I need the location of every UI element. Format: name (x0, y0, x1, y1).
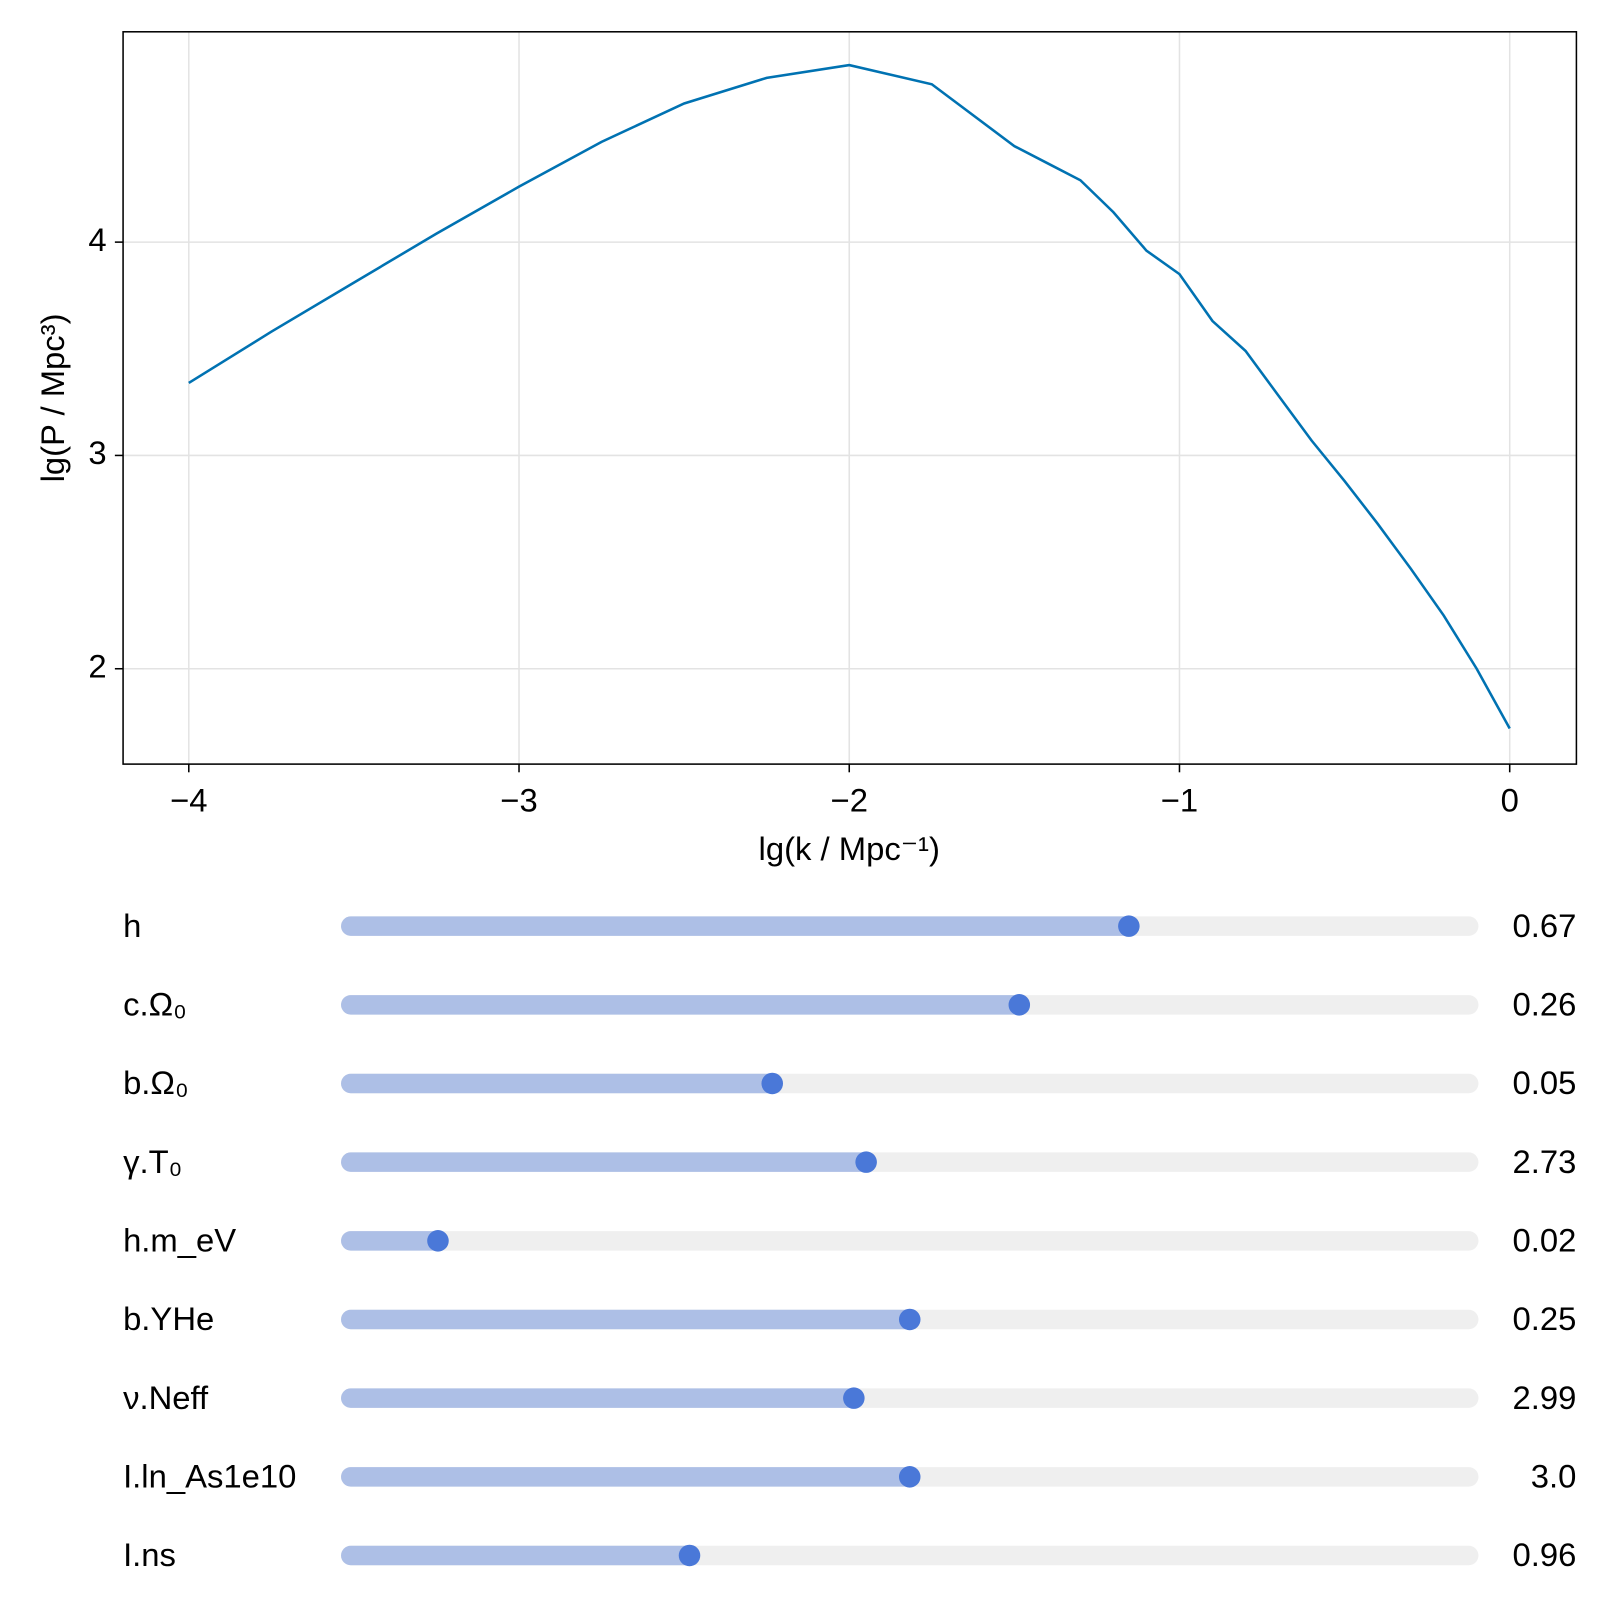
slider-label: c.Ω₀ (123, 986, 187, 1023)
slider-thumb[interactable] (1008, 994, 1031, 1016)
slider-value: 2.99 (1513, 1379, 1577, 1416)
plot-frame (122, 31, 1578, 765)
slider-label: I.ln_As1e10 (123, 1458, 296, 1495)
y-tick-label: 4 (88, 221, 106, 258)
slider-label: γ.T₀ (123, 1143, 182, 1180)
slider-label: ν.Neff (123, 1379, 209, 1416)
slider-thumb[interactable] (898, 1466, 921, 1488)
slider-value: 0.67 (1513, 907, 1577, 944)
x-tick-label: −2 (831, 782, 868, 819)
data-line (188, 63, 1511, 730)
slider-value: 0.02 (1513, 1222, 1577, 1259)
slider-value: 0.26 (1513, 986, 1577, 1023)
slider-value: 0.96 (1513, 1536, 1577, 1573)
slider-thumb[interactable] (1118, 915, 1140, 937)
slider-thumb[interactable] (678, 1544, 701, 1567)
y-tick-label: 3 (88, 434, 106, 471)
slider-thumb[interactable] (898, 1308, 921, 1331)
x-tick-label: −1 (1161, 782, 1198, 819)
slider-thumb[interactable] (843, 1387, 865, 1409)
slider-value: 0.05 (1513, 1064, 1577, 1101)
slider-label: h (123, 907, 141, 944)
slider-thumb[interactable] (761, 1072, 784, 1095)
y-tick-label: 2 (88, 647, 106, 684)
slider-label: h.m_eV (123, 1222, 236, 1259)
slider-label: b.YHe (123, 1300, 214, 1337)
slider-value: 3.0 (1531, 1458, 1577, 1495)
x-tick-label: −4 (170, 782, 207, 819)
x-tick-label: −3 (500, 782, 537, 819)
slider-thumb[interactable] (855, 1151, 877, 1173)
x-axis-label: lg(k / Mpc⁻¹) (759, 830, 940, 867)
slider-label: b.Ω₀ (123, 1064, 189, 1101)
x-tick-label: 0 (1501, 782, 1519, 819)
slider-value: 0.25 (1513, 1300, 1577, 1337)
slider-label: I.ns (123, 1536, 176, 1573)
slider-value: 2.73 (1513, 1143, 1577, 1180)
slider-thumb[interactable] (427, 1230, 449, 1252)
y-axis-label: lg(P / Mpc³) (34, 313, 71, 482)
